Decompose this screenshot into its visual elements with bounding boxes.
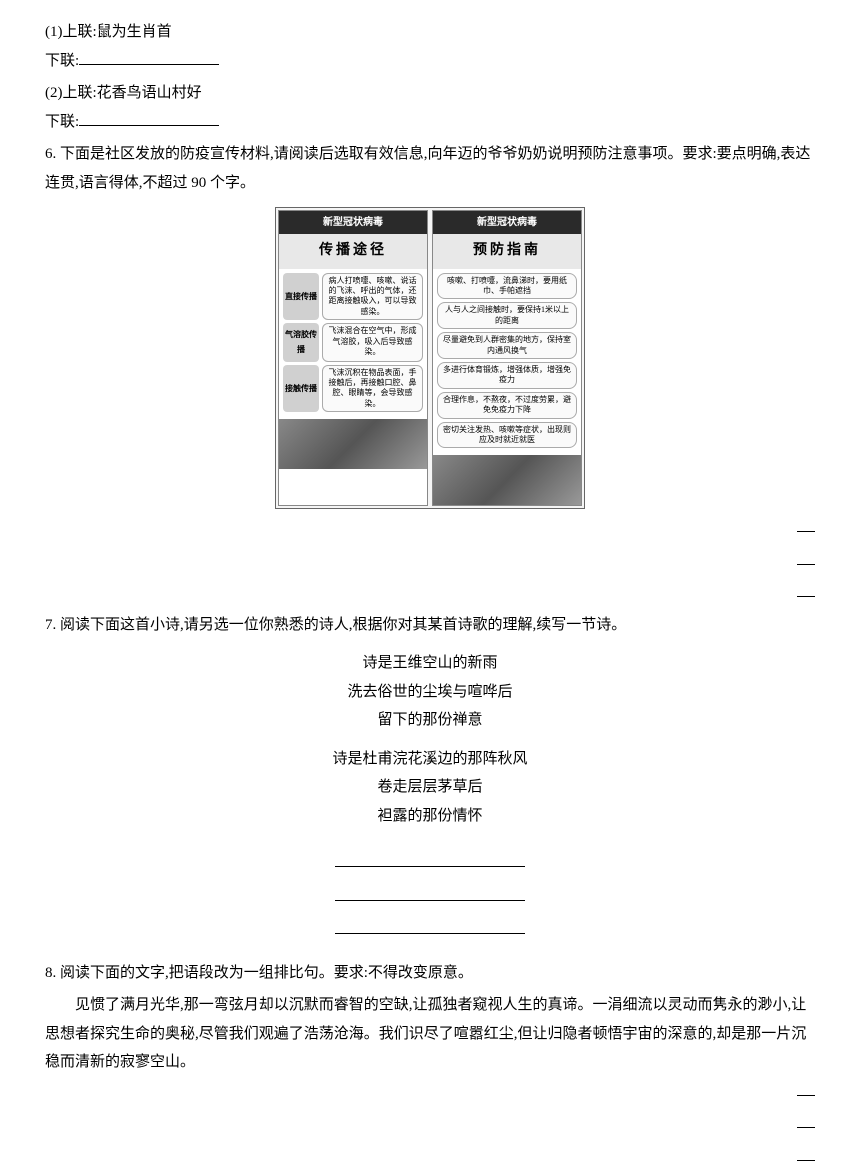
info-left-illustration	[279, 419, 427, 469]
info-right-illustration	[433, 455, 581, 505]
q6-answer-line-2[interactable]	[45, 550, 815, 579]
info-right-col: 新型冠状病毒 预防指南 咳嗽、打喷嚏，流鼻涕时，要用纸巾、手帕遮挡 人与人之间接…	[432, 210, 582, 506]
q6: 6. 下面是社区发放的防疫宣传材料,请阅读后选取有效信息,向年迈的爷爷奶奶说明预…	[45, 140, 815, 197]
info-left-col: 新型冠状病毒 传播途径 直接传播 病人打喷嚏、咳嗽、说话的飞沫、呼出的气体，还距…	[278, 210, 428, 506]
q5-item1-lower: 下联:	[45, 47, 815, 76]
info-label-0: 直接传播	[283, 273, 319, 321]
info-label-2: 接触传播	[283, 365, 319, 413]
q7-s1-l1: 诗是王维空山的新雨	[45, 649, 815, 678]
info-row-2: 接触传播 飞沫沉积在物品表面，手接触后，再接触口腔、鼻腔、眼睛等，会导致感染。	[283, 365, 423, 413]
q7-stanza1: 诗是王维空山的新雨 洗去俗世的尘埃与喧哗后 留下的那份禅意	[45, 649, 815, 735]
q8-answer-line-3[interactable]	[45, 1146, 815, 1174]
q5-item2-lower-label: 下联:	[45, 114, 79, 130]
info-row-1: 气溶胶传播 飞沫混合在空气中，形成气溶胶，吸入后导致感染。	[283, 323, 423, 361]
infographic: 新型冠状病毒 传播途径 直接传播 病人打喷嚏、咳嗽、说话的飞沫、呼出的气体，还距…	[275, 207, 585, 509]
q5-item2-upper-text: 花香鸟语山村好	[97, 85, 202, 101]
prevent-item-0: 咳嗽、打喷嚏，流鼻涕时，要用纸巾、手帕遮挡	[437, 273, 577, 300]
info-desc-0: 病人打喷嚏、咳嗽、说话的飞沫、呼出的气体，还距离接触吸入，可以导致感染。	[322, 273, 423, 321]
q8-answer-line-2[interactable]	[45, 1113, 815, 1142]
info-row-0: 直接传播 病人打喷嚏、咳嗽、说话的飞沫、呼出的气体，还距离接触吸入，可以导致感染…	[283, 273, 423, 321]
q7-text: 阅读下面这首小诗,请另选一位你熟悉的诗人,根据你对其某首诗歌的理解,续写一节诗。	[60, 617, 626, 633]
q6-answer-line-3[interactable]	[45, 582, 815, 611]
q7-fill-1[interactable]	[335, 852, 525, 867]
q5-item2-prefix: (2)上联:	[45, 85, 97, 101]
q5-item2-upper: (2)上联:花香鸟语山村好	[45, 79, 815, 108]
q5-item1: (1)上联:鼠为生肖首 下联:	[45, 18, 815, 75]
prevent-item-5: 密切关注发热、咳嗽等症状，出现则应及时就近就医	[437, 422, 577, 449]
q7-number: 7.	[45, 617, 60, 633]
q5-item1-prefix: (1)上联:	[45, 24, 97, 40]
q7-stanza2: 诗是杜甫浣花溪边的那阵秋风 卷走层层茅草后 袒露的那份情怀	[45, 745, 815, 831]
info-left-header: 新型冠状病毒	[279, 211, 427, 234]
info-right-title: 预防指南	[433, 234, 581, 269]
q7-s1-l3: 留下的那份禅意	[45, 706, 815, 735]
q8-number: 8.	[45, 965, 60, 981]
q7-fill-2[interactable]	[335, 886, 525, 901]
info-label-1: 气溶胶传播	[283, 323, 319, 361]
q5-item1-upper: (1)上联:鼠为生肖首	[45, 18, 815, 47]
q8: 8. 阅读下面的文字,把语段改为一组排比句。要求:不得改变原意。	[45, 959, 815, 988]
q7-fill-3[interactable]	[335, 919, 525, 934]
info-desc-2: 飞沫沉积在物品表面，手接触后，再接触口腔、鼻腔、眼睛等，会导致感染。	[322, 365, 423, 413]
prevent-item-3: 多进行体育锻炼，增强体质，增强免疫力	[437, 362, 577, 389]
q5-item2-lower: 下联:	[45, 108, 815, 137]
info-left-title: 传播途径	[279, 234, 427, 269]
q6-answer-line-1[interactable]	[45, 517, 815, 546]
q7-fill-group	[45, 848, 815, 949]
q8-text: 阅读下面的文字,把语段改为一组排比句。要求:不得改变原意。	[60, 965, 473, 981]
info-right-header: 新型冠状病毒	[433, 211, 581, 234]
prevent-item-1: 人与人之间接触时，要保持1米以上的距离	[437, 302, 577, 329]
q6-infographic-container: 新型冠状病毒 传播途径 直接传播 病人打喷嚏、咳嗽、说话的飞沫、呼出的气体，还距…	[45, 207, 815, 509]
prevent-item-4: 合理作息，不熬夜，不过度劳累，避免免疫力下降	[437, 392, 577, 419]
q7-s1-l2: 洗去俗世的尘埃与喧哗后	[45, 678, 815, 707]
q7: 7. 阅读下面这首小诗,请另选一位你熟悉的诗人,根据你对其某首诗歌的理解,续写一…	[45, 611, 815, 640]
q8-answer-line-1[interactable]	[45, 1081, 815, 1110]
info-desc-1: 飞沫混合在空气中，形成气溶胶，吸入后导致感染。	[322, 323, 423, 361]
q5-item1-lower-label: 下联:	[45, 53, 79, 69]
q6-number: 6.	[45, 146, 60, 162]
q5-item1-upper-text: 鼠为生肖首	[97, 24, 172, 40]
q7-s2-l1: 诗是杜甫浣花溪边的那阵秋风	[45, 745, 815, 774]
q7-s2-l3: 袒露的那份情怀	[45, 802, 815, 831]
q7-s2-l2: 卷走层层茅草后	[45, 773, 815, 802]
prevent-item-2: 尽量避免到人群密集的地方，保持室内通风换气	[437, 332, 577, 359]
q5-item2: (2)上联:花香鸟语山村好 下联:	[45, 79, 815, 136]
q6-text: 下面是社区发放的防疫宣传材料,请阅读后选取有效信息,向年迈的爷爷奶奶说明预防注意…	[45, 146, 810, 191]
q5-item1-fill[interactable]	[79, 50, 219, 65]
q8-passage: 见惯了满月光华,那一弯弦月却以沉默而睿智的空缺,让孤独者窥视人生的真谛。一涓细流…	[45, 991, 815, 1077]
q5-item2-fill[interactable]	[79, 111, 219, 126]
